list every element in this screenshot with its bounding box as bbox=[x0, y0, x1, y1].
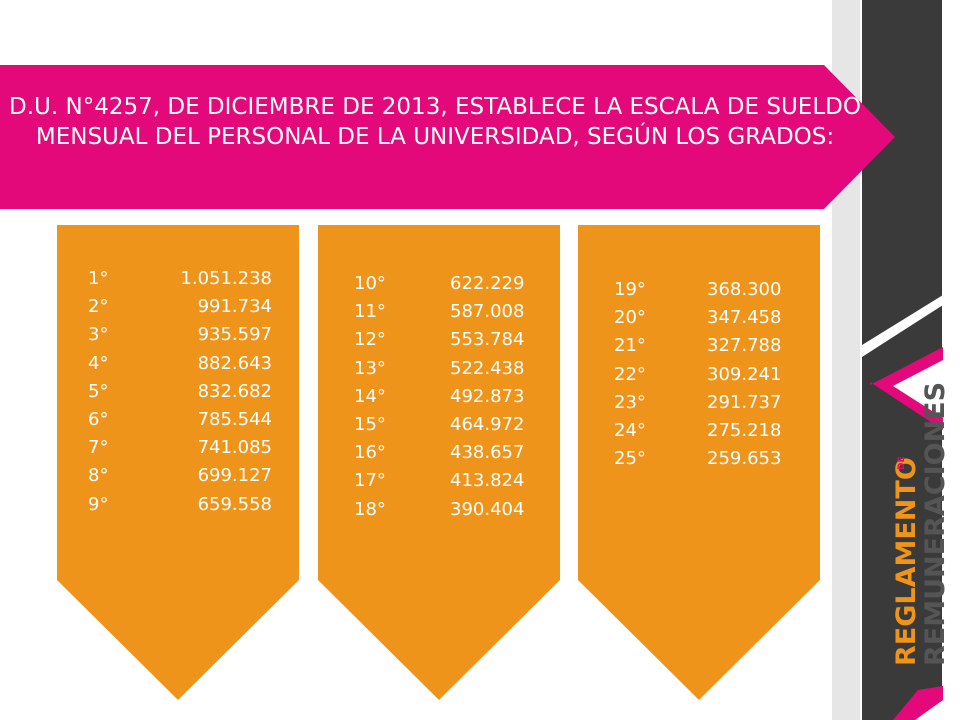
salary-row: 17° 413.824 bbox=[354, 467, 544, 495]
salary-row: 25° 259.653 bbox=[614, 445, 804, 473]
white-corner-notch bbox=[915, 700, 943, 720]
salary-row: 21° 327.788 bbox=[614, 332, 804, 360]
salary-row: 23° 291.737 bbox=[614, 389, 804, 417]
salary-amount: 413.824 bbox=[450, 470, 525, 492]
grade-label: 20° bbox=[614, 307, 646, 329]
grade-label: 1° bbox=[88, 268, 109, 289]
salary-amount: 991.734 bbox=[197, 296, 272, 318]
header-banner bbox=[0, 65, 895, 209]
grade-label: 4° bbox=[88, 352, 109, 374]
salary-row: 20° 347.458 bbox=[614, 304, 804, 332]
salary-amount: 464.972 bbox=[450, 413, 525, 435]
salary-row: 22° 309.241 bbox=[614, 361, 804, 389]
grade-label: 7° bbox=[88, 437, 109, 459]
salary-amount: 259.653 bbox=[707, 448, 782, 470]
grade-label: 25° bbox=[614, 448, 646, 470]
grade-label: 3° bbox=[88, 324, 109, 346]
salary-row: 18° 390.404 bbox=[354, 496, 544, 524]
grade-label: 11° bbox=[354, 301, 386, 323]
logo-connector: DE bbox=[897, 456, 907, 470]
salary-row: 15° 464.972 bbox=[354, 411, 544, 439]
salary-list-1: 1° 1.051.238 2° 991.734 3° 935.597 4° 882.64… bbox=[88, 265, 272, 519]
logo-line-2: REMUNERACIONES bbox=[920, 381, 951, 666]
salary-row: 5° 832.682 bbox=[88, 378, 272, 406]
white-chevron-notch bbox=[893, 360, 943, 418]
grade-label: 17° bbox=[354, 470, 386, 492]
salary-amount: 522.438 bbox=[450, 357, 525, 379]
salary-amount: 309.241 bbox=[707, 363, 782, 385]
salary-amount: 390.404 bbox=[450, 498, 525, 520]
salary-row: 6° 785.544 bbox=[88, 406, 272, 434]
salary-amount: 587.008 bbox=[450, 301, 525, 323]
salary-amount: 492.873 bbox=[450, 385, 525, 407]
salary-list-2: 10° 622.229 11° 587.008 12° 553.784 13° 522.… bbox=[354, 270, 544, 524]
salary-row: 12° 553.784 bbox=[354, 326, 544, 354]
grade-label: 14° bbox=[354, 385, 386, 407]
grade-label: 16° bbox=[354, 442, 386, 464]
salary-amount: 438.657 bbox=[450, 442, 525, 464]
grade-label: 15° bbox=[354, 413, 386, 435]
salary-row: 14° 492.873 bbox=[354, 383, 544, 411]
salary-row: 3° 935.597 bbox=[88, 321, 272, 349]
grade-label: 21° bbox=[614, 335, 646, 357]
salary-row: 8° 699.127 bbox=[88, 462, 272, 490]
salary-amount: 741.085 bbox=[197, 437, 272, 459]
salary-amount: 291.737 bbox=[707, 391, 782, 413]
grade-label: 10° bbox=[354, 273, 386, 294]
logo-line-1: REGLAMENTO bbox=[891, 457, 922, 666]
salary-amount: 659.558 bbox=[197, 493, 272, 515]
white-divider-upper bbox=[862, 295, 943, 357]
page-title: D.U. N°4257, DE DICIEMBRE DE 2013, ESTAB… bbox=[9, 94, 861, 150]
grade-label: 9° bbox=[88, 493, 109, 515]
salary-amount: 699.127 bbox=[197, 465, 272, 487]
salary-amount: 622.229 bbox=[450, 273, 525, 294]
salary-row: 10° 622.229 bbox=[354, 270, 544, 298]
salary-list-3: 19° 368.300 20° 347.458 21° 327.788 22° 309.… bbox=[614, 276, 804, 473]
salary-amount: 832.682 bbox=[197, 380, 272, 402]
salary-row: 11° 587.008 bbox=[354, 298, 544, 326]
salary-amount: 275.218 bbox=[707, 419, 782, 441]
salary-amount: 1.051.238 bbox=[180, 268, 272, 289]
salary-row: 24° 275.218 bbox=[614, 417, 804, 445]
salary-amount: 935.597 bbox=[197, 324, 272, 346]
grade-label: 22° bbox=[614, 363, 646, 385]
grade-label: 19° bbox=[614, 279, 646, 300]
grade-label: 6° bbox=[88, 408, 109, 430]
salary-row: 9° 659.558 bbox=[88, 491, 272, 519]
reglamento-logo: REGLAMENTO DE REMUNERACIONES bbox=[891, 382, 955, 666]
salary-row: 19° 368.300 bbox=[614, 276, 804, 304]
salary-row: 1° 1.051.238 bbox=[88, 265, 272, 293]
grade-label: 13° bbox=[354, 357, 386, 379]
salary-amount: 368.300 bbox=[707, 279, 782, 300]
grade-label: 23° bbox=[614, 391, 646, 413]
salary-row: 7° 741.085 bbox=[88, 434, 272, 462]
grade-label: 2° bbox=[88, 296, 109, 318]
grade-label: 8° bbox=[88, 465, 109, 487]
salary-row: 16° 438.657 bbox=[354, 439, 544, 467]
salary-row: 13° 522.438 bbox=[354, 355, 544, 383]
salary-row: 4° 882.643 bbox=[88, 350, 272, 378]
grade-label: 12° bbox=[354, 329, 386, 351]
salary-amount: 785.544 bbox=[197, 408, 272, 430]
grade-label: 24° bbox=[614, 419, 646, 441]
salary-amount: 553.784 bbox=[450, 329, 525, 351]
salary-row: 2° 991.734 bbox=[88, 293, 272, 321]
grade-label: 18° bbox=[354, 498, 386, 520]
salary-amount: 882.643 bbox=[197, 352, 272, 374]
salary-amount: 327.788 bbox=[707, 335, 782, 357]
grade-label: 5° bbox=[88, 380, 109, 402]
salary-amount: 347.458 bbox=[707, 307, 782, 329]
